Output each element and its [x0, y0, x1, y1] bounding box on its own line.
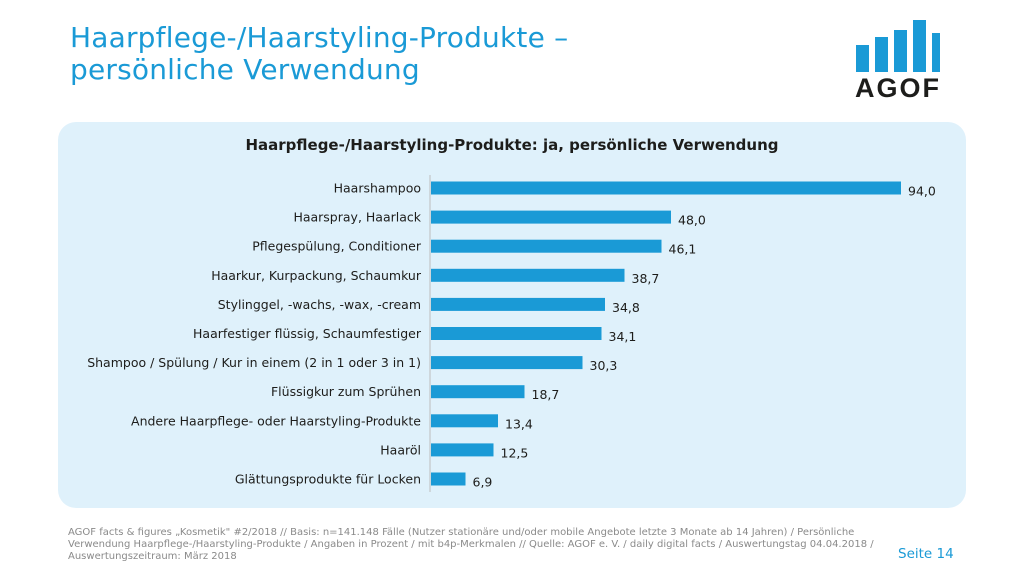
footer-source: AGOF facts & figures „Kosmetik" #2/2018 …	[68, 527, 898, 563]
category-label: Pflegespülung, Conditioner	[252, 239, 422, 254]
data-label: 34,8	[612, 300, 640, 315]
category-label: Haarshampoo	[334, 181, 421, 196]
category-label: Stylinggel, -wachs, -wax, -cream	[218, 297, 421, 312]
data-label: 13,4	[505, 416, 533, 431]
data-label: 34,1	[609, 329, 637, 344]
page-number: Seite 14	[898, 546, 954, 562]
chart-title: Haarpflege-/Haarstyling-Produkte: ja, pe…	[245, 136, 779, 154]
logo-bars-icon	[856, 20, 940, 72]
bar	[431, 268, 625, 282]
footer-line1: AGOF facts & figures „Kosmetik" #2/2018 …	[68, 527, 855, 538]
data-label: 46,1	[669, 242, 697, 257]
bar	[431, 385, 525, 399]
page-title-line1: Haarpflege-/Haarstyling-Produkte –	[70, 21, 569, 54]
bar	[431, 239, 662, 253]
bar	[431, 472, 466, 486]
bar	[431, 414, 498, 428]
category-label: Haaröl	[380, 442, 421, 457]
category-label: Shampoo / Spülung / Kur in einem (2 in 1…	[87, 355, 421, 370]
bar	[431, 356, 583, 370]
category-label: Flüssigkur zum Sprühen	[271, 384, 421, 399]
category-label: Haarspray, Haarlack	[293, 210, 421, 225]
bar	[431, 181, 901, 195]
bar	[431, 297, 605, 311]
data-label: 38,7	[632, 271, 660, 286]
bar	[431, 210, 671, 224]
footer-line3: Auswertungszeitraum: März 2018	[68, 551, 237, 562]
data-label: 12,5	[501, 445, 529, 460]
page-title-line2: persönliche Verwendung	[70, 53, 420, 86]
logo-text: AGOF	[855, 73, 941, 103]
data-label: 48,0	[678, 213, 706, 228]
bar	[431, 443, 494, 457]
category-label: Glättungsprodukte für Locken	[235, 472, 421, 487]
category-label: Haarkur, Kurpackung, Schaumkur	[211, 268, 422, 283]
page-title: Haarpflege-/Haarstyling-Produkte – persö…	[70, 22, 568, 86]
category-label: Haarfestiger flüssig, Schaumfestiger	[193, 326, 422, 341]
data-label: 94,0	[908, 184, 936, 199]
category-label: Andere Haarpflege- oder Haarstyling-Prod…	[131, 413, 421, 428]
bar	[431, 327, 602, 340]
agof-logo: AGOF	[852, 18, 944, 103]
data-label: 6,9	[473, 475, 493, 490]
footer-line2: Verwendung Haarpflege-/Haarstyling-Produ…	[68, 539, 874, 550]
data-label: 30,3	[590, 358, 618, 373]
data-label: 18,7	[532, 387, 560, 402]
